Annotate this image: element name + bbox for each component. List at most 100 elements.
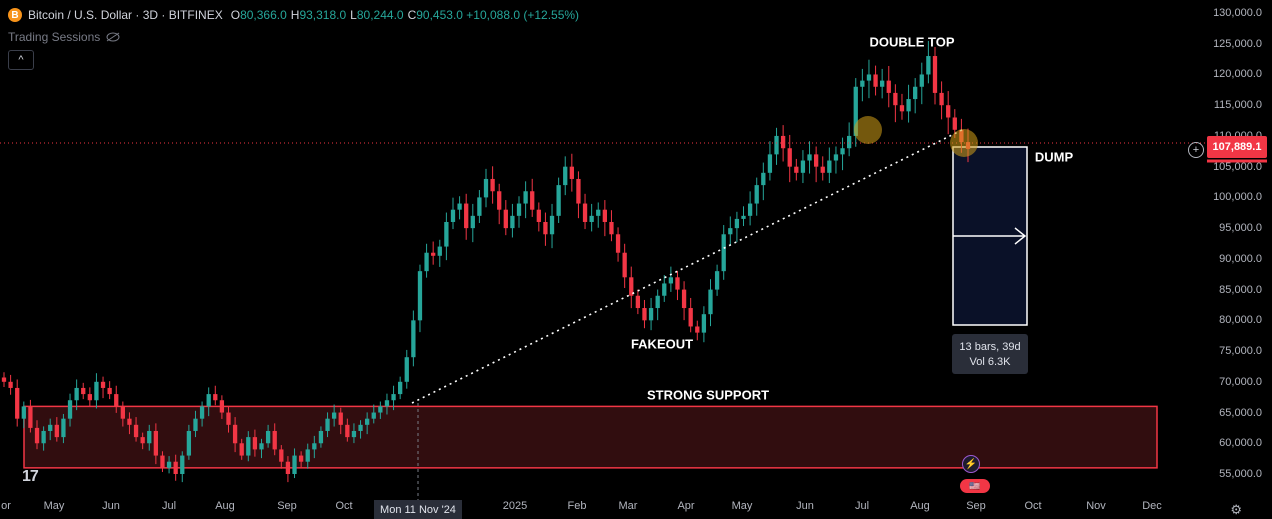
candle [239,443,244,456]
candle [61,418,66,438]
candle [173,461,178,474]
candle [794,166,799,173]
candle [675,277,680,290]
candle [800,160,806,173]
candle [622,252,627,278]
time-axis-tick: Aug [910,500,930,512]
candle [596,209,601,216]
candle [477,197,482,216]
candle [398,381,403,395]
candle [246,437,251,456]
time-axis-tick: May [731,500,753,512]
candle [913,86,918,100]
price-axis-tick: 85,000.0 [1219,283,1262,296]
candle [497,191,502,210]
candle [193,418,198,431]
time-axis-tick: Jul [161,500,177,512]
candle [701,314,707,333]
candle [787,148,792,167]
price-axis-tick: 105,000.0 [1213,160,1262,173]
candle [734,218,740,229]
dump-arrow [953,227,1027,245]
price-axis-tick: 120,000.0 [1213,68,1262,81]
candle [714,271,720,290]
add-alert-plus-icon[interactable]: + [1188,142,1204,158]
candle [946,105,951,118]
candle [279,449,284,462]
time-axis-tick: Jul [854,500,870,512]
candle [219,400,225,413]
candle [549,215,555,235]
candle [8,381,13,388]
candle [292,455,297,474]
candle [74,387,79,401]
candle [133,424,139,438]
candle [94,381,99,401]
candle [615,234,621,253]
candle [840,148,845,155]
price-axis-tick: 115,000.0 [1213,99,1262,112]
candle [424,252,429,272]
trendline [411,129,963,404]
symbol-title[interactable]: Bitcoin / U.S. Dollar · 3D · BITFINEX [28,8,223,22]
time-axis-tick: Aug [215,500,235,512]
candle [761,172,766,186]
candle [569,166,574,179]
candle [728,228,733,235]
gear-icon[interactable]: ⚙ [1230,502,1242,517]
time-axis-tick: May [43,500,65,512]
candle [153,430,159,456]
price-axis-tick: 90,000.0 [1219,252,1262,265]
time-axis-tick: Jun [102,500,120,512]
lightning-event-icon[interactable]: ⚡ [962,455,980,473]
candle [813,154,819,167]
candle [252,437,258,450]
price-axis-tick: 100,000.0 [1213,191,1262,204]
candle [866,74,872,81]
candle [15,387,20,419]
candle [325,418,330,431]
candle [213,394,218,401]
candle [431,252,436,256]
candle [523,191,528,204]
price-axis-tick: 75,000.0 [1219,345,1262,358]
candle [298,455,304,462]
candle [853,86,858,136]
candle [873,74,878,87]
candle [563,166,568,186]
candle [721,234,726,272]
us-flag-event-icon[interactable]: 🇺🇸 [960,479,990,493]
candle [952,117,957,130]
candle [127,418,132,425]
candle [358,424,363,431]
price-axis-tick: 65,000.0 [1219,406,1262,419]
candle [899,105,905,112]
tradingview-logo[interactable]: 17 [22,468,39,485]
trading-sessions-indicator[interactable]: Trading Sessions [8,30,120,44]
candle [404,357,409,382]
candle [695,326,700,333]
collapse-button[interactable]: ^ [8,50,34,70]
symbol-header: B Bitcoin / U.S. Dollar · 3D · BITFINEX … [8,6,583,24]
marker-circle-breakout [854,116,882,144]
time-axis-tick: Mar [618,500,638,512]
time-axis-tick: Sep [966,500,986,512]
candle [67,400,73,419]
time-axis-tick: Apr [677,500,695,512]
candle [780,135,786,149]
candle [602,209,607,222]
candle [880,80,885,87]
candle [437,246,442,256]
candle [490,178,495,192]
price-axis-tick: 60,000.0 [1219,437,1262,450]
time-axis-tick: or [1,500,11,512]
candle [576,178,581,204]
eye-hidden-icon[interactable] [106,32,120,42]
candle [681,289,687,309]
candle [457,203,462,210]
candle [160,455,165,468]
candle [81,387,86,395]
candle [166,461,172,468]
candle [450,209,456,222]
